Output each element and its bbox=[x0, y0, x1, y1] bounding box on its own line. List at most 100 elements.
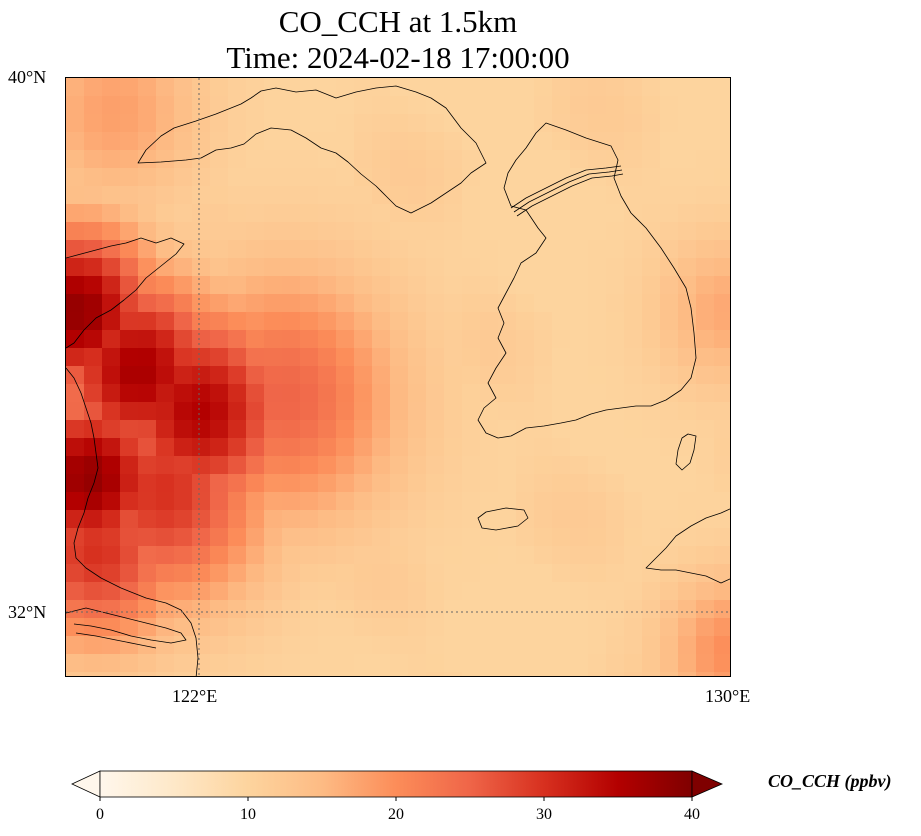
field-cell bbox=[534, 114, 553, 133]
field-cell bbox=[480, 564, 499, 583]
field-cell bbox=[570, 384, 589, 403]
field-cell bbox=[174, 636, 193, 655]
field-cell bbox=[120, 636, 139, 655]
field-cell bbox=[642, 510, 661, 529]
field-cell bbox=[372, 438, 391, 457]
field-cell bbox=[282, 258, 301, 277]
field-cell bbox=[498, 114, 517, 133]
field-cell bbox=[300, 366, 319, 385]
field-cell bbox=[660, 384, 679, 403]
field-cell bbox=[552, 312, 571, 331]
field-cell bbox=[408, 582, 427, 601]
field-cell bbox=[318, 186, 337, 205]
field-cell bbox=[624, 492, 643, 511]
field-cell bbox=[156, 672, 175, 676]
field-cell bbox=[246, 132, 265, 151]
field-cell bbox=[714, 474, 730, 493]
field-cell bbox=[390, 96, 409, 115]
field-cell bbox=[390, 546, 409, 565]
field-cell bbox=[444, 474, 463, 493]
field-cell bbox=[192, 492, 211, 511]
field-cell bbox=[426, 294, 445, 313]
field-cell bbox=[426, 438, 445, 457]
field-cell bbox=[300, 438, 319, 457]
field-cell bbox=[480, 546, 499, 565]
field-cell bbox=[390, 294, 409, 313]
field-cell bbox=[264, 150, 283, 169]
field-cell bbox=[228, 204, 247, 223]
field-cell bbox=[246, 258, 265, 277]
field-cell bbox=[336, 366, 355, 385]
field-cell bbox=[678, 168, 697, 187]
field-cell bbox=[336, 492, 355, 511]
field-cell bbox=[210, 528, 229, 547]
field-cell bbox=[336, 474, 355, 493]
field-cell bbox=[228, 456, 247, 475]
field-cell bbox=[174, 186, 193, 205]
field-cell bbox=[390, 186, 409, 205]
field-cell bbox=[264, 402, 283, 421]
field-cell bbox=[408, 474, 427, 493]
field-cell bbox=[300, 582, 319, 601]
field-cell bbox=[624, 150, 643, 169]
field-cell bbox=[354, 348, 373, 367]
field-cell bbox=[678, 96, 697, 115]
field-cell bbox=[210, 384, 229, 403]
field-cell bbox=[138, 618, 157, 637]
field-cell bbox=[156, 330, 175, 349]
field-cell bbox=[606, 402, 625, 421]
field-cell bbox=[588, 366, 607, 385]
field-cell bbox=[66, 456, 85, 475]
field-cell bbox=[606, 438, 625, 457]
field-cell bbox=[498, 528, 517, 547]
field-cell bbox=[210, 420, 229, 439]
field-cell bbox=[300, 240, 319, 259]
field-cell bbox=[372, 96, 391, 115]
field-cell bbox=[246, 330, 265, 349]
field-cell bbox=[318, 294, 337, 313]
field-cell bbox=[354, 114, 373, 133]
field-cell bbox=[174, 600, 193, 619]
field-cell bbox=[264, 330, 283, 349]
field-cell bbox=[354, 420, 373, 439]
field-cell bbox=[660, 528, 679, 547]
field-cell bbox=[300, 186, 319, 205]
field-cell bbox=[480, 312, 499, 331]
field-cell bbox=[390, 222, 409, 241]
field-cell bbox=[318, 600, 337, 619]
field-cell bbox=[264, 510, 283, 529]
field-cell bbox=[516, 402, 535, 421]
field-cell bbox=[552, 582, 571, 601]
field-cell bbox=[444, 204, 463, 223]
field-cell bbox=[390, 276, 409, 295]
field-cell bbox=[156, 240, 175, 259]
field-cell bbox=[138, 582, 157, 601]
field-cell bbox=[462, 402, 481, 421]
field-cell bbox=[372, 528, 391, 547]
field-cell bbox=[606, 240, 625, 259]
field-cell bbox=[462, 510, 481, 529]
field-cell bbox=[408, 672, 427, 676]
field-cell bbox=[498, 474, 517, 493]
field-cell bbox=[570, 600, 589, 619]
field-cell bbox=[66, 474, 85, 493]
field-cell bbox=[66, 564, 85, 583]
field-cell bbox=[642, 546, 661, 565]
field-cell bbox=[174, 438, 193, 457]
field-cell bbox=[588, 474, 607, 493]
field-cell bbox=[552, 528, 571, 547]
field-cell bbox=[210, 276, 229, 295]
field-cell bbox=[588, 438, 607, 457]
field-cell bbox=[498, 618, 517, 637]
field-cell bbox=[444, 168, 463, 187]
field-cell bbox=[714, 348, 730, 367]
field-cell bbox=[408, 546, 427, 565]
field-cell bbox=[462, 546, 481, 565]
field-cell bbox=[660, 186, 679, 205]
field-cell bbox=[264, 294, 283, 313]
field-cell bbox=[426, 528, 445, 547]
field-cell bbox=[102, 492, 121, 511]
field-cell bbox=[498, 384, 517, 403]
field-cell bbox=[228, 582, 247, 601]
field-cell bbox=[120, 186, 139, 205]
